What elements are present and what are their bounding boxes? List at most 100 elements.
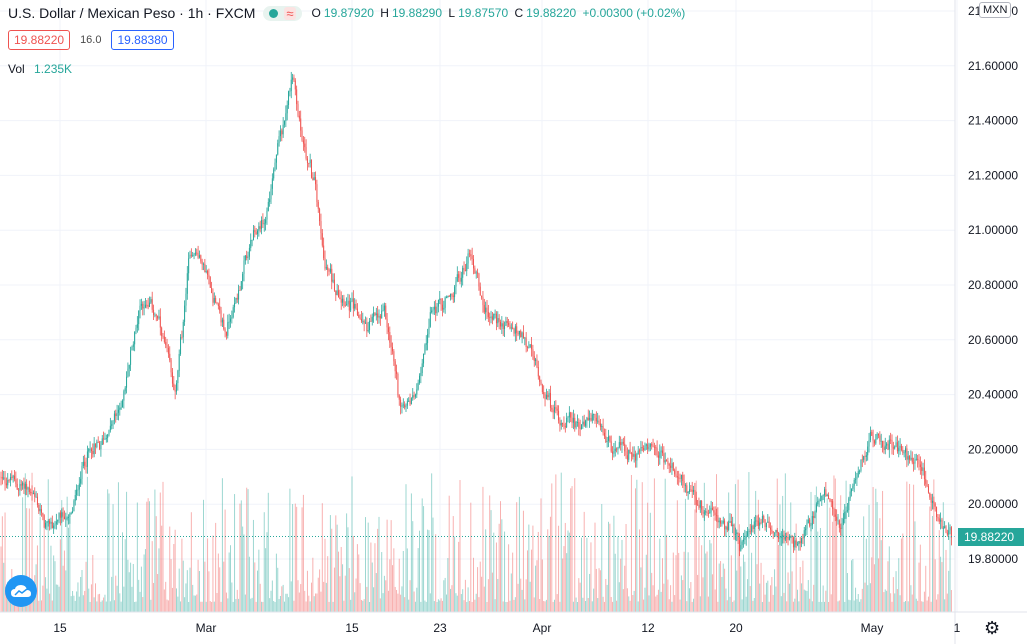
volume-label: Vol: [8, 62, 25, 76]
volume-bar: [524, 599, 526, 612]
volume-bar: [508, 544, 510, 612]
candle-body: [875, 439, 877, 444]
volume-bar: [416, 587, 418, 612]
currency-button[interactable]: MXN: [979, 2, 1012, 18]
volume-bar: [97, 594, 99, 612]
volume-bar: [409, 580, 411, 612]
candle-body: [266, 210, 268, 220]
volume-bar: [41, 600, 42, 612]
candle-body: [132, 344, 134, 347]
candle-body: [501, 323, 503, 327]
candle-body: [70, 512, 72, 514]
volume-bar: [81, 570, 83, 612]
candle-body: [675, 474, 677, 477]
candle-body: [339, 297, 341, 300]
volume-bar: [396, 589, 398, 612]
volume-legend[interactable]: Vol 1.235K: [8, 62, 72, 76]
volume-bar: [738, 524, 740, 612]
volume-bar: [450, 588, 452, 612]
candle-body: [803, 530, 805, 539]
candle-body: [90, 448, 92, 452]
compare-wave-icon[interactable]: ≈: [284, 5, 296, 21]
candle-body: [383, 305, 385, 311]
volume-bar: [452, 516, 454, 612]
gear-icon[interactable]: ⚙: [984, 618, 1001, 638]
volume-bar: [792, 601, 794, 612]
candle-body: [489, 317, 491, 319]
volume-bar: [282, 584, 284, 612]
candle-body: [806, 523, 808, 529]
volume-bar: [586, 537, 588, 612]
volume-bar: [382, 593, 384, 612]
volume-bar: [370, 542, 372, 612]
volume-bar: [860, 599, 862, 612]
market-status-pill[interactable]: ≈: [263, 5, 302, 21]
candle-body: [393, 351, 395, 362]
candle-body: [579, 427, 581, 430]
candle-body: [163, 336, 165, 343]
candle-body: [189, 254, 191, 259]
candle-body: [818, 500, 820, 502]
volume-bar: [594, 522, 596, 612]
candle-body: [377, 313, 379, 318]
volume-bar: [481, 576, 483, 612]
volume-bar: [883, 592, 885, 612]
candle-body: [316, 184, 318, 203]
candle-body: [389, 332, 391, 343]
volume-bar: [855, 587, 857, 612]
candle-body: [878, 433, 879, 436]
candle-body: [702, 509, 704, 514]
volume-bar: [814, 495, 816, 612]
volume-bar: [231, 582, 233, 612]
candle-body: [522, 332, 524, 339]
candle-body: [45, 522, 47, 528]
candle-body: [640, 447, 642, 452]
candle-body: [724, 520, 726, 530]
candle-body: [872, 435, 874, 441]
volume-bar: [390, 520, 392, 612]
volume-bar: [294, 503, 296, 612]
candle-body: [159, 316, 161, 328]
candle-body: [829, 498, 831, 501]
volume-bar: [398, 558, 400, 612]
candle-body: [632, 453, 634, 457]
volume-bar: [857, 594, 859, 612]
volume-bar: [705, 553, 707, 612]
candle-body: [751, 525, 753, 532]
candle-body: [936, 506, 938, 518]
candle-body: [599, 423, 601, 427]
candle-body: [363, 320, 365, 324]
volume-bar: [716, 474, 717, 612]
volume-bar: [656, 594, 658, 612]
volume-bar: [799, 567, 801, 612]
candle-body: [441, 304, 443, 310]
candle-body: [258, 226, 260, 231]
symbol-title[interactable]: U.S. Dollar / Mexican Peso · 1h · FXCM: [8, 5, 256, 21]
candle-body: [65, 518, 67, 520]
sell-button[interactable]: 19.88220: [8, 30, 71, 50]
volume-bar: [432, 517, 434, 612]
volume-bar: [139, 591, 141, 612]
volume-bar: [589, 573, 591, 612]
candle-body: [108, 430, 110, 435]
volume-bar: [428, 530, 430, 612]
volume-bar: [338, 551, 339, 612]
volume-bar: [834, 478, 836, 612]
volume-bar: [101, 600, 103, 612]
candle-body: [855, 479, 857, 481]
candle-body: [207, 271, 209, 275]
buy-button[interactable]: 19.88380: [111, 30, 174, 50]
volume-bar: [544, 601, 546, 612]
volume-bar: [878, 558, 879, 612]
volume-bar: [393, 548, 395, 612]
candle-body: [547, 394, 549, 398]
candle-body: [351, 298, 353, 302]
tradingview-cloud-icon[interactable]: [5, 575, 37, 607]
volume-bar: [667, 579, 669, 612]
volume-bar: [851, 560, 852, 612]
candle-body: [635, 454, 636, 461]
volume-bar: [629, 600, 631, 612]
candle-body: [177, 370, 179, 384]
candle-body: [62, 512, 64, 517]
